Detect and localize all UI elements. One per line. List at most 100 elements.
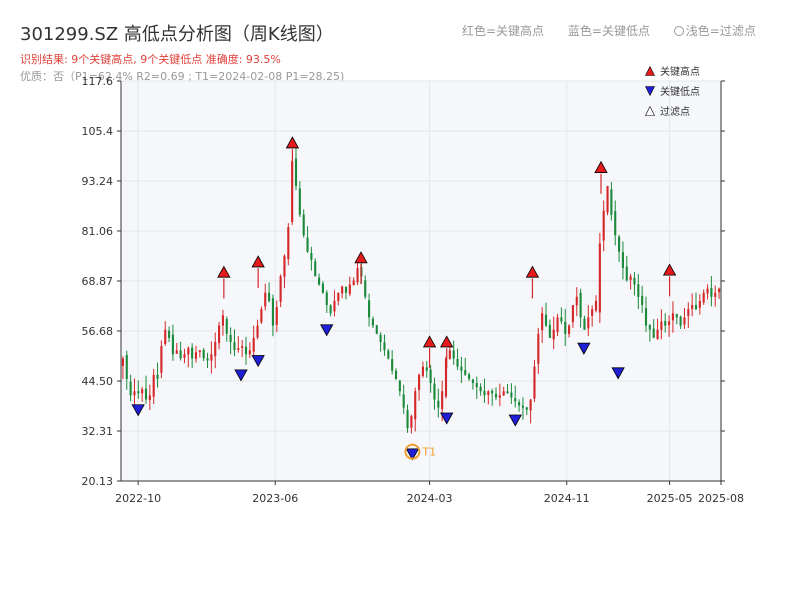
- candle-body: [175, 350, 178, 354]
- candle-body: [706, 288, 709, 294]
- quality-info: 优质：否（P1=62.4% R2=0.69 ; T1=2024-02-08 P1…: [20, 70, 345, 83]
- high-point-marker: [525, 265, 540, 278]
- candle-body: [421, 366, 424, 376]
- candle-body: [533, 366, 536, 399]
- candle-body: [571, 305, 574, 323]
- y-tick-label: 20.13: [82, 475, 114, 488]
- candle-body: [202, 350, 205, 359]
- candle-body: [433, 383, 436, 400]
- candle-body: [160, 346, 163, 373]
- candle-body: [237, 348, 240, 350]
- candle-body: [548, 324, 551, 338]
- candle-body: [652, 328, 655, 338]
- candle-body: [556, 317, 559, 332]
- candle-body: [244, 346, 248, 355]
- candle-body: [348, 284, 351, 294]
- candle-body: [229, 334, 232, 343]
- candle-body: [460, 366, 463, 371]
- candle-body: [198, 350, 201, 353]
- axes: 20.13 32.31 44.50 56.68 68.87 81.06 93.24 105.4…: [82, 75, 744, 505]
- candle-body: [341, 286, 344, 294]
- legend-label: 关键高点: [660, 65, 700, 78]
- candle-body: [687, 309, 690, 316]
- candle-body: [710, 287, 713, 297]
- candle-body: [471, 379, 474, 384]
- candle-body: [598, 243, 601, 313]
- t1-label: T1: [421, 446, 436, 459]
- candle-body: [498, 395, 501, 398]
- low-point-marker: [131, 404, 145, 417]
- candle-body: [479, 386, 482, 392]
- candle-body: [691, 305, 694, 310]
- candle-body: [383, 342, 386, 351]
- candle-body: [233, 342, 236, 351]
- candle-body: [621, 252, 624, 269]
- high-point-marker: [422, 335, 437, 348]
- candle-body: [594, 300, 598, 311]
- candle-body: [487, 391, 490, 395]
- candle-body: [510, 392, 513, 398]
- circle-icon: [673, 26, 684, 36]
- candle-body: [468, 374, 471, 379]
- candle-body: [194, 352, 198, 359]
- candle-body: [529, 399, 532, 411]
- low-point-marker: [320, 324, 334, 337]
- candle-body: [437, 400, 440, 408]
- candle-body: [318, 277, 321, 285]
- candle-body: [148, 395, 151, 401]
- legend-marker-high: [645, 65, 655, 76]
- candle-body: [664, 321, 667, 326]
- candle-body: [125, 354, 128, 379]
- candle-body: [464, 370, 467, 375]
- candle-body: [671, 313, 674, 321]
- candle-body: [579, 292, 582, 318]
- candle-body: [375, 325, 378, 334]
- y-tick-label: 68.87: [82, 275, 114, 288]
- x-tick-label: 2025-05: [647, 492, 693, 505]
- recognition-result: 识别结果: 9个关键高点, 9个关键低点 准确度: 93.5%: [20, 53, 281, 66]
- low-point-marker: [440, 412, 454, 425]
- candle-body: [344, 287, 348, 293]
- candle-body: [491, 390, 494, 394]
- x-tick-label: 2024-03: [407, 492, 453, 505]
- blue-legend-text: 蓝色=关键低点: [567, 24, 650, 38]
- candle-body: [444, 358, 448, 397]
- y-tick-label: 93.24: [82, 175, 114, 188]
- candle-body: [260, 309, 263, 323]
- candle-body: [410, 415, 413, 428]
- candle-body: [521, 405, 524, 408]
- top-legend: 红色=关键高点 蓝色=关键低点 浅色=过滤点: [462, 22, 796, 39]
- candle-body: [325, 292, 328, 306]
- y-tick-label: 32.31: [82, 425, 114, 438]
- low-point-marker: [611, 367, 625, 380]
- candle-body: [256, 325, 259, 338]
- candle-body: [329, 305, 332, 314]
- candle-body: [168, 330, 171, 338]
- candle-body: [352, 280, 355, 286]
- candle-body: [398, 380, 401, 392]
- candle-body: [714, 292, 717, 297]
- candle-body: [218, 325, 221, 344]
- candle-body: [452, 350, 455, 359]
- candle-body: [525, 407, 528, 410]
- candle-body: [644, 307, 648, 326]
- high-point-marker: [594, 160, 608, 173]
- candle-body: [183, 354, 186, 358]
- t1-circle: [404, 443, 421, 460]
- candle-body: [656, 329, 659, 339]
- candle-body: [514, 398, 517, 402]
- candle-body: [702, 292, 705, 303]
- candle-body: [164, 329, 167, 344]
- low-point-marker: [508, 414, 522, 427]
- low-point-marker: [405, 448, 420, 461]
- candle-body: [441, 391, 444, 410]
- candle-body: [364, 280, 367, 297]
- candle-body: [294, 158, 298, 187]
- candle-body: [502, 391, 505, 396]
- candle-body: [387, 350, 390, 359]
- light-legend-text: 浅色=过滤点: [685, 24, 756, 38]
- candle-body: [356, 268, 359, 283]
- candle-body: [564, 321, 567, 334]
- candle-body: [225, 319, 228, 334]
- legend-label: 关键低点: [660, 85, 700, 98]
